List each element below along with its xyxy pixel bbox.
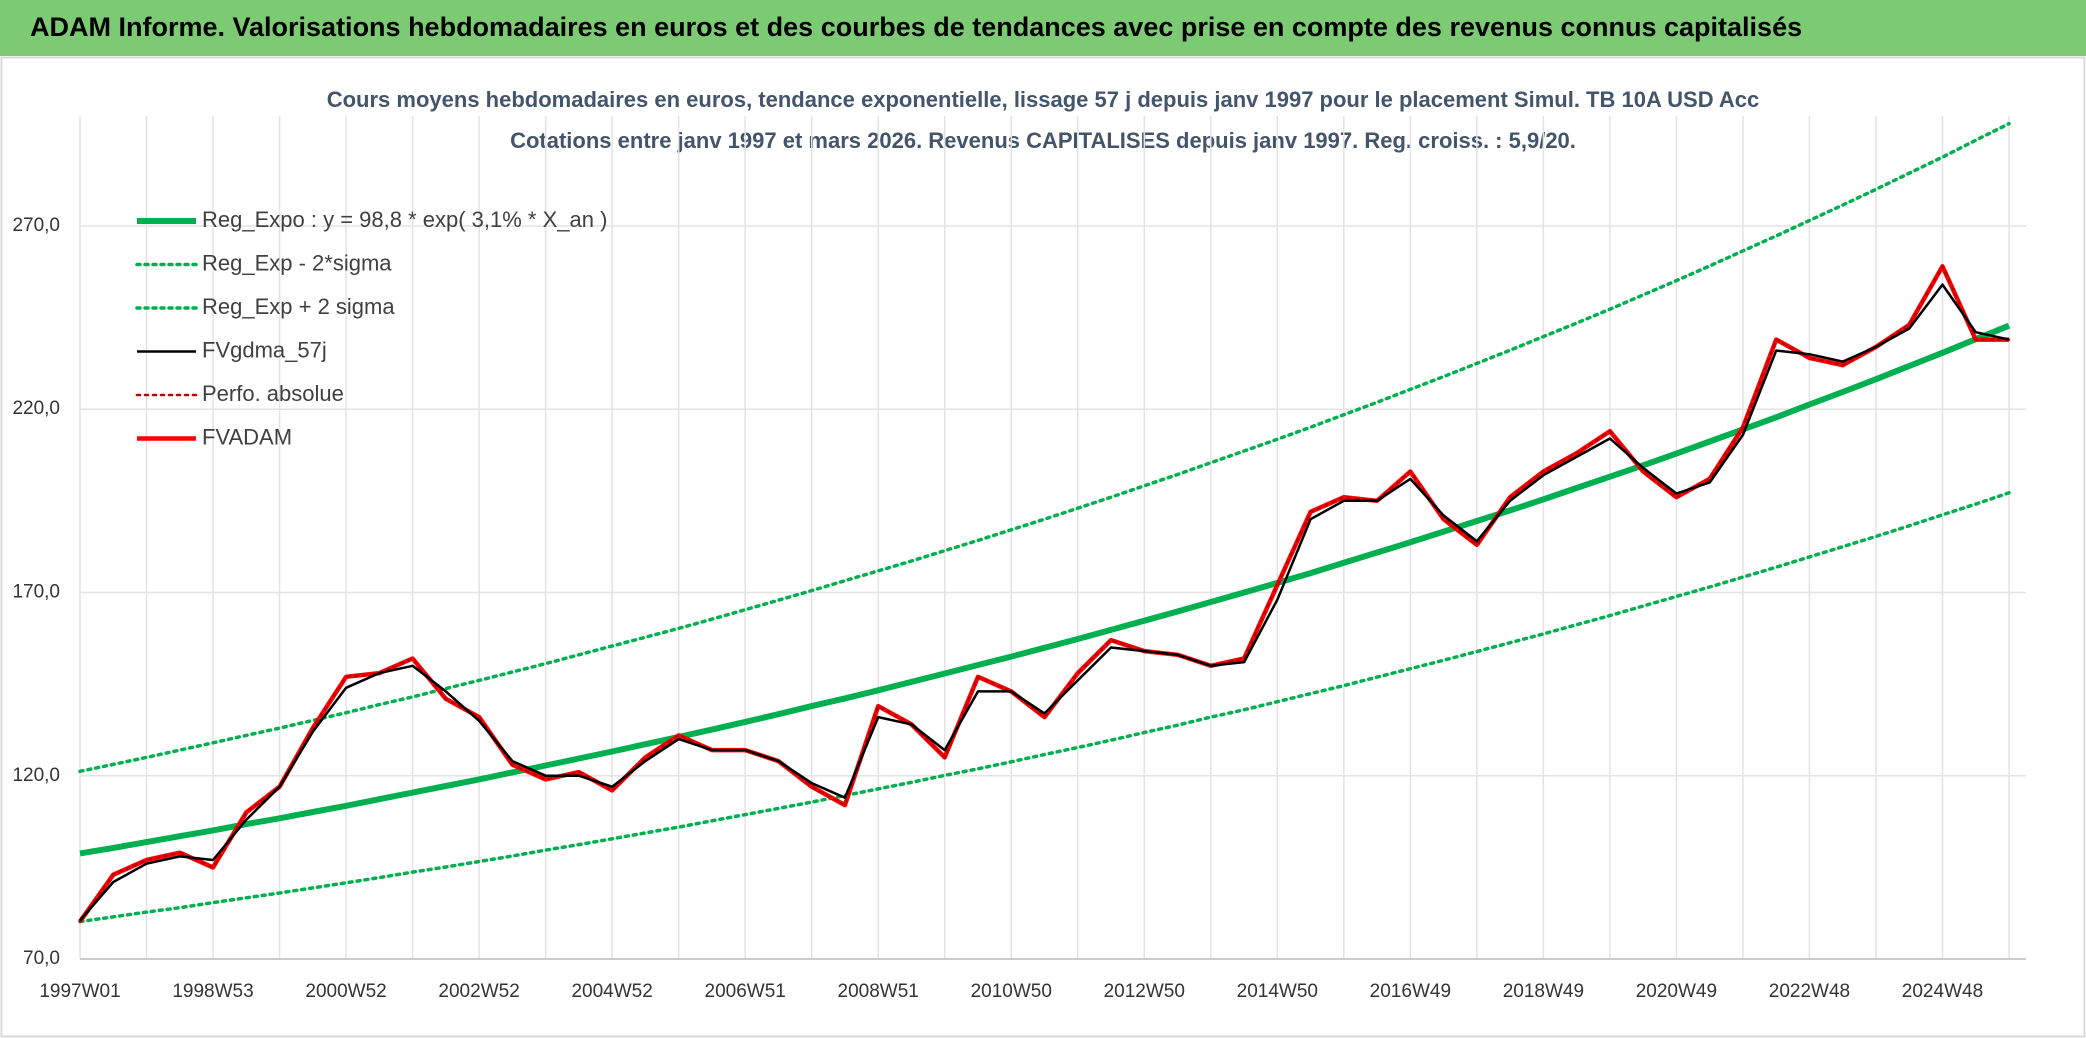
x-tick-label: 2008W51 xyxy=(838,981,919,1002)
x-tick-label: 2018W49 xyxy=(1503,981,1584,1002)
chart-subtitle: Cours moyens hebdomadaires en euros, ten… xyxy=(327,87,1760,112)
legend-label: Reg_Expo : y = 98,8 * exp( 3,1% * X_an ) xyxy=(202,207,607,232)
x-tick-label: 2014W50 xyxy=(1237,981,1318,1002)
legend-label: Reg_Exp - 2*sigma xyxy=(202,250,392,275)
data-line xyxy=(78,491,2011,924)
x-tick-label: 2006W51 xyxy=(705,981,786,1002)
y-tick-label: 120,0 xyxy=(12,765,60,786)
x-tick-label: 2010W50 xyxy=(971,981,1052,1002)
y-tick-label: 220,0 xyxy=(12,398,60,419)
legend-label: FVgdma_57j xyxy=(202,337,327,362)
x-tick-label: 2000W52 xyxy=(305,981,386,1002)
data-line xyxy=(79,283,2010,922)
legend-label: Perfo. absolue xyxy=(202,381,344,406)
x-tick-label: 2024W48 xyxy=(1902,981,1983,1002)
x-tick-label: 1998W53 xyxy=(172,981,253,1002)
x-tick-label: 2012W50 xyxy=(1104,981,1185,1002)
chart-frame xyxy=(0,56,2086,1038)
x-tick-label: 2016W49 xyxy=(1370,981,1451,1002)
legend-label: FVADAM xyxy=(202,424,292,449)
data-line xyxy=(79,322,2011,857)
x-tick-label: 2002W52 xyxy=(438,981,519,1002)
data-line xyxy=(78,121,2011,774)
y-tick-label: 270,0 xyxy=(12,215,60,236)
chart-subtitle: Cotations entre janv 1997 et mars 2026. … xyxy=(510,128,1576,153)
legend-label: Reg_Exp + 2 sigma xyxy=(202,294,395,319)
x-tick-label: 1997W01 xyxy=(39,981,120,1002)
x-tick-label: 2020W49 xyxy=(1636,981,1717,1002)
x-tick-label: 2022W48 xyxy=(1769,981,1850,1002)
chart-title: ADAM Informe. Valorisations hebdomadaire… xyxy=(30,12,1802,42)
x-tick-label: 2004W52 xyxy=(571,981,652,1002)
y-tick-label: 170,0 xyxy=(12,581,60,602)
title-banner xyxy=(0,0,2086,56)
y-tick-label: 70,0 xyxy=(23,948,60,969)
